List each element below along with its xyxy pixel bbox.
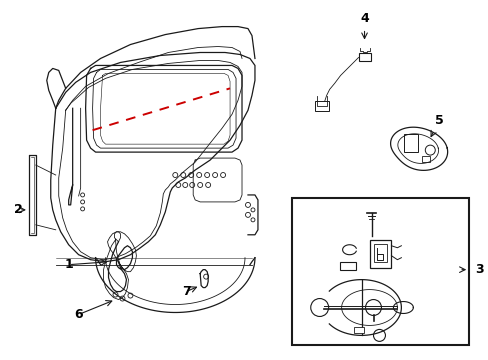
Bar [353,328,363,333]
Bar [373,244,386,262]
Bar [314,101,328,111]
Text: 7: 7 [182,285,190,298]
Bar [291,198,468,345]
Text: 3: 3 [474,263,483,276]
Text: 1: 1 [64,258,73,271]
Bar [339,262,355,270]
Text: 4: 4 [360,12,368,25]
Text: 2: 2 [15,203,23,216]
Bar [404,134,417,152]
Bar [358,54,370,62]
Bar [422,156,429,162]
Text: 6: 6 [74,308,83,321]
Text: 5: 5 [434,114,443,127]
Bar [369,240,390,268]
